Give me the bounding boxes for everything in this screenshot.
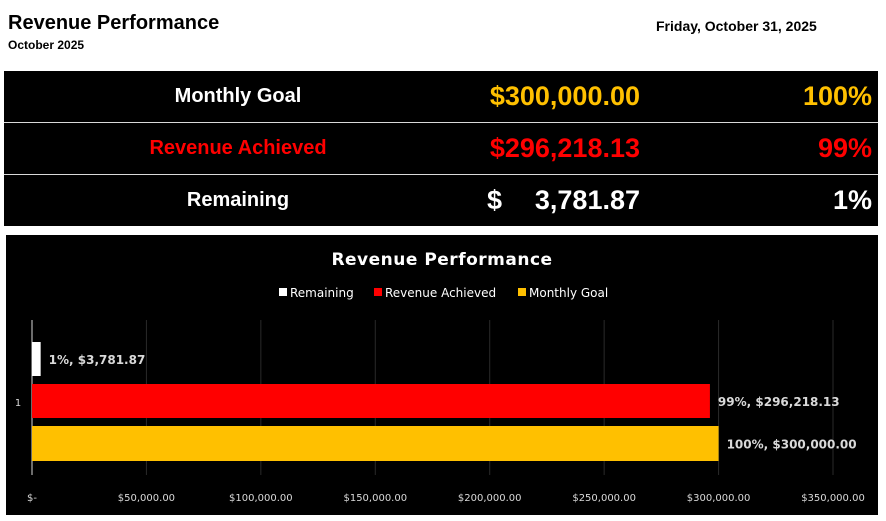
summary-row-remaining: Remaining $ 3,781.87 1% bbox=[4, 175, 878, 226]
x-tick-label: $100,000.00 bbox=[229, 493, 293, 504]
chart-y-categories: 1 bbox=[15, 398, 21, 409]
revenue-chart-svg: Revenue Performance Remaining Revenue Ach… bbox=[15, 250, 865, 504]
data-label-monthly-goal: 100%, $300,000.00 bbox=[727, 438, 857, 452]
revenue-achieved-percent: 99% bbox=[817, 133, 872, 163]
remaining-currency-symbol: $ bbox=[487, 185, 503, 215]
legend-swatch-monthly-goal bbox=[518, 288, 526, 296]
chart-bars bbox=[32, 342, 719, 461]
x-tick-label: $- bbox=[27, 493, 37, 504]
x-tick-label: $150,000.00 bbox=[343, 493, 407, 504]
data-label-revenue-achieved: 99%, $296,218.13 bbox=[718, 395, 840, 409]
revenue-chart: Revenue Performance Remaining Revenue Ach… bbox=[6, 235, 878, 515]
bar-revenue-achieved bbox=[32, 384, 710, 418]
x-tick-label: $350,000.00 bbox=[801, 493, 865, 504]
remaining-label: Remaining bbox=[186, 189, 290, 211]
legend-swatch-remaining bbox=[279, 288, 287, 296]
revenue-achieved-label: Revenue Achieved bbox=[149, 137, 327, 159]
remaining-percent: 1% bbox=[832, 185, 872, 215]
chart-legend: Remaining Revenue Achieved Monthly Goal bbox=[279, 286, 608, 300]
bar-remaining bbox=[32, 342, 41, 376]
chart-title: Revenue Performance bbox=[331, 250, 552, 270]
remaining-amount: 3,781.87 bbox=[534, 185, 640, 215]
legend-label-remaining: Remaining bbox=[290, 286, 354, 300]
legend-label-monthly-goal: Monthly Goal bbox=[529, 286, 608, 300]
revenue-achieved-amount: $296,218.13 bbox=[489, 133, 640, 163]
monthly-goal-label: Monthly Goal bbox=[174, 85, 302, 107]
legend-label-revenue-achieved: Revenue Achieved bbox=[385, 286, 496, 300]
x-tick-label: $250,000.00 bbox=[572, 493, 636, 504]
summary-row-revenue-achieved: Revenue Achieved $296,218.13 99% bbox=[4, 123, 878, 175]
monthly-goal-percent: 100% bbox=[802, 81, 872, 111]
monthly-goal-amount: $300,000.00 bbox=[489, 81, 640, 111]
y-category-label: 1 bbox=[15, 398, 21, 409]
x-tick-label: $50,000.00 bbox=[118, 493, 175, 504]
summary-row-monthly-goal: Monthly Goal $300,000.00 100% bbox=[4, 71, 878, 123]
data-label-remaining: 1%, $3,781.87 bbox=[49, 353, 146, 367]
chart-bar-labels: 1%, $3,781.87 99%, $296,218.13 100%, $300,… bbox=[49, 353, 857, 452]
legend-swatch-revenue-achieved bbox=[374, 288, 382, 296]
report-date: Friday, October 31, 2025 bbox=[656, 18, 817, 34]
bar-monthly-goal bbox=[32, 426, 719, 461]
report-subtitle: October 2025 bbox=[8, 38, 85, 52]
report-title: Revenue Performance bbox=[8, 12, 220, 34]
summary-table: Monthly Goal $300,000.00 100% Revenue Ac… bbox=[4, 71, 878, 226]
chart-x-ticks: $- $50,000.00 $100,000.00 $150,000.00 $200,0… bbox=[27, 493, 865, 504]
x-tick-label: $300,000.00 bbox=[687, 493, 751, 504]
x-tick-label: $200,000.00 bbox=[458, 493, 522, 504]
